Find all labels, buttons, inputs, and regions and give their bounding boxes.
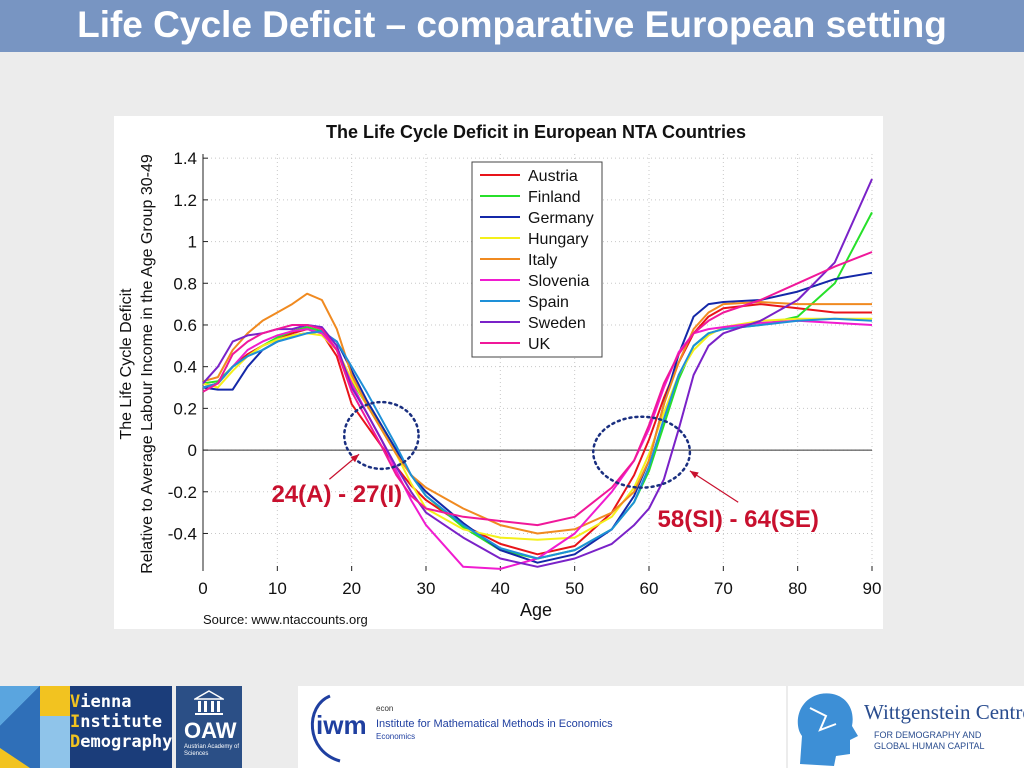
iwm-logo: iwm econ Institute for Mathematical Meth…: [298, 686, 786, 768]
annotations: 24(A) - 27(I) 58(SI) - 64(SE): [271, 400, 819, 533]
legend-label-spain: Spain: [528, 294, 569, 311]
x-tick-label: 10: [268, 579, 287, 598]
series-line-italy: [202, 292, 872, 535]
x-tick-label: 50: [565, 579, 584, 598]
iwm-subtitle: Economics: [376, 732, 416, 741]
y-tick-label: 0.6: [173, 316, 197, 335]
vienna-institute-of-demography-logo: Vienna Institute of Demography: [0, 686, 172, 768]
svg-text:iwm: iwm: [316, 710, 367, 740]
vid-line-3: Demography: [70, 732, 172, 752]
x-tick-label: 20: [342, 579, 361, 598]
series-line-slovenia: [202, 319, 873, 570]
series-line-spain: [202, 317, 873, 560]
wic-title: Wittgenstein Centre: [864, 700, 1024, 724]
vid-mosaic-icon: [0, 686, 70, 768]
oaw-building-icon: [194, 690, 224, 715]
title-bar: Life Cycle Deficit – comparative Europea…: [0, 0, 1024, 52]
vid-line-1: Vienna: [70, 692, 132, 712]
legend-label-uk: UK: [528, 336, 551, 353]
legend-label-austria: Austria: [528, 168, 578, 185]
annotation-label-2: 58(SI) - 64(SE): [658, 506, 819, 533]
annotation-circle-1: [342, 400, 420, 471]
annotation-arrow-2: [689, 470, 739, 503]
source-note: Source: www.ntaccounts.org: [203, 612, 368, 627]
wittgenstein-centre-logo: Wittgenstein Centre FOR DEMOGRAPHY AND G…: [788, 686, 1024, 768]
oaw-subtitle: Austrian Academy of Sciences: [184, 744, 240, 757]
x-tick-label: 70: [714, 579, 733, 598]
legend-label-italy: Italy: [528, 252, 557, 269]
y-tick-label: 0.2: [173, 399, 197, 418]
iwm-swoosh-icon: iwm: [310, 694, 367, 763]
x-tick-label: 40: [491, 579, 510, 598]
x-tick-label: 90: [863, 579, 882, 598]
head-profile-icon: [797, 693, 858, 766]
y-tick-label: 0.4: [173, 358, 197, 377]
axes: 0 10 20 30 40 50 60 70 80 90 -0.4 -0.2 0 0.2 0.4 0.6 0.8…: [168, 149, 882, 598]
series-line-hungary: [202, 317, 872, 541]
series-lines: [202, 178, 873, 570]
footer-logos: Vienna Institute of Demography OAW Austr…: [0, 686, 1024, 768]
chart-title: The Life Cycle Deficit in European NTA C…: [326, 122, 746, 142]
iwm-institute-name: Institute for Mathematical Methods in Ec…: [376, 718, 613, 730]
y-tick-label: 1.4: [173, 149, 197, 168]
wic-subtitle: FOR DEMOGRAPHY AND GLOBAL HUMAN CAPITAL: [874, 730, 985, 752]
legend-label-germany: Germany: [528, 210, 594, 227]
y-tick-label: 0: [188, 441, 197, 460]
x-tick-label: 60: [640, 579, 659, 598]
life-cycle-deficit-chart: The Life Cycle Deficit in European NTA C…: [118, 122, 882, 627]
annotation-circle-2: [592, 415, 692, 489]
x-axis-label: Age: [520, 600, 552, 620]
legend-label-slovenia: Slovenia: [528, 273, 589, 290]
vid-line-2: Institute of: [70, 712, 172, 732]
y-tick-label: -0.4: [168, 524, 197, 543]
wic-subtitle-line-2: GLOBAL HUMAN CAPITAL: [874, 741, 985, 751]
y-tick-label: 0.8: [173, 274, 197, 293]
chart-panel: The Life Cycle Deficit in European NTA C…: [114, 116, 883, 629]
y-tick-label: 1.2: [173, 191, 197, 210]
wic-subtitle-line-1: FOR DEMOGRAPHY AND: [874, 730, 982, 740]
annotation-arrowhead-1: [350, 454, 360, 463]
annotation-label-1: 24(A) - 27(I): [271, 481, 402, 508]
slide-title: Life Cycle Deficit – comparative Europea…: [77, 4, 947, 45]
oaw-name: OAW: [184, 718, 237, 743]
y-tick-label: -0.2: [168, 483, 197, 502]
x-tick-label: 0: [198, 579, 207, 598]
oaw-logo: OAW Austrian Academy of Sciences: [176, 686, 242, 768]
y-tick-label: 1: [188, 233, 197, 252]
legend-label-sweden: Sweden: [528, 315, 586, 332]
annotation-arrowhead-2: [689, 470, 699, 479]
x-tick-label: 30: [417, 579, 436, 598]
legend-label-hungary: Hungary: [528, 231, 588, 248]
x-tick-label: 80: [788, 579, 807, 598]
y-axis-label-secondary: The Life Cycle Deficit: [118, 288, 135, 440]
y-axis-label: Relative to Average Labour Income in the…: [139, 154, 156, 574]
legend-label-finland: Finland: [528, 189, 580, 206]
iwm-econ-label: econ: [376, 704, 394, 713]
series-line-uk: [202, 251, 873, 527]
legend: Austria Finland Germany Hungary Italy Sloveni…: [471, 161, 603, 358]
